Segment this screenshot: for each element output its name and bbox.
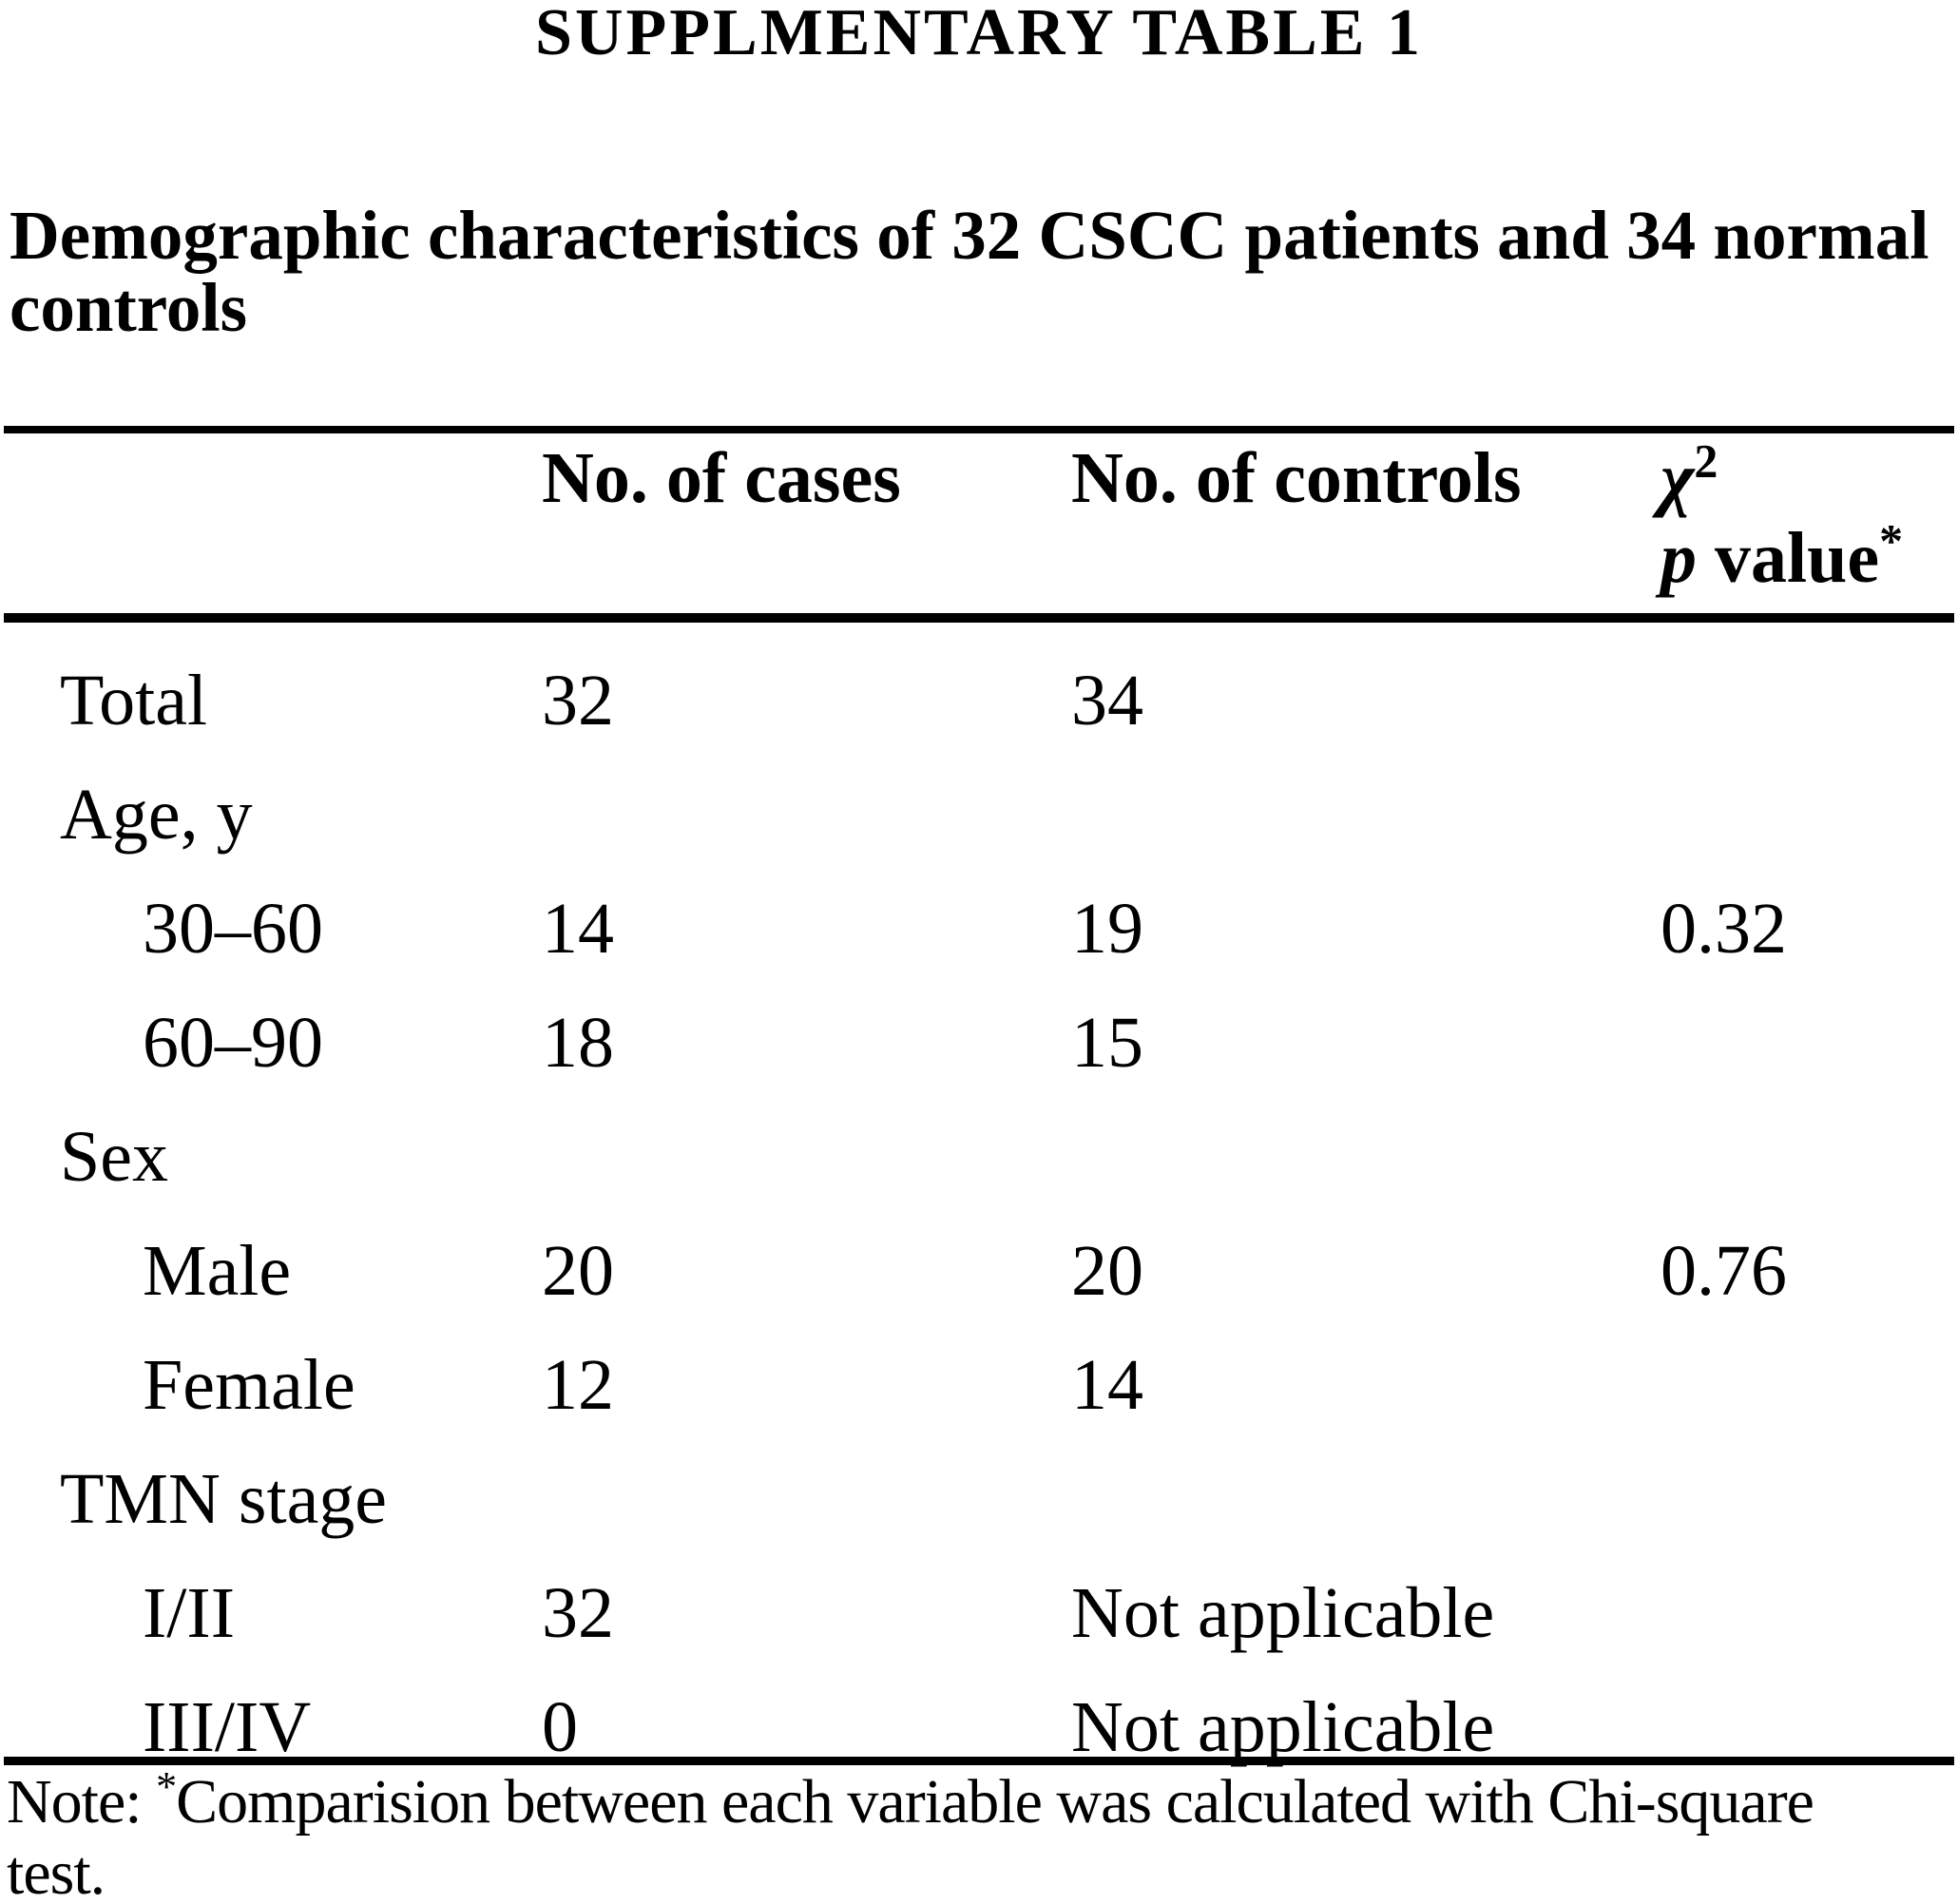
table-body: Total 32 34 Age, y 30–60 14 19 0.32 60–9… bbox=[0, 661, 1958, 1801]
controls-value: 15 bbox=[1071, 1003, 1143, 1083]
footnote-line2: test. bbox=[7, 1838, 106, 1904]
row-label: 60–90 bbox=[143, 1003, 323, 1083]
row-label: Sex bbox=[60, 1117, 168, 1197]
page-title: SUPPLMENTARY TABLE 1 bbox=[535, 0, 1423, 69]
table-row-total: Total 32 34 bbox=[0, 661, 1958, 775]
table-row-age-30-60: 30–60 14 19 0.32 bbox=[0, 889, 1958, 1003]
footnote: Note: *Comparision between each variable… bbox=[7, 1766, 1958, 1904]
table-caption-line2: controls bbox=[10, 269, 248, 346]
controls-value: 20 bbox=[1071, 1231, 1143, 1311]
table-row-age: Age, y bbox=[0, 775, 1958, 889]
column-header-controls: No. of controls bbox=[1071, 438, 1522, 518]
table-caption-line1: Demographic characteristics of 32 CSCC p… bbox=[10, 197, 1929, 274]
row-label: Age, y bbox=[60, 775, 253, 855]
controls-value: 14 bbox=[1071, 1345, 1143, 1425]
row-label: I/II bbox=[143, 1573, 236, 1653]
table-row-stage-i-ii: I/II 32 Not applicable bbox=[0, 1573, 1958, 1687]
cases-value: 18 bbox=[542, 1003, 614, 1083]
table-bottom-divider bbox=[4, 1757, 1954, 1765]
chi-exponent: 2 bbox=[1694, 433, 1718, 488]
table-row-tmn-stage: TMN stage bbox=[0, 1459, 1958, 1573]
column-header-cases: No. of cases bbox=[542, 438, 901, 518]
footnote-marker: * bbox=[1879, 513, 1904, 567]
row-label: Female bbox=[143, 1345, 355, 1425]
table-caption: Demographic characteristics of 32 CSCC p… bbox=[10, 200, 1929, 344]
cases-value: 14 bbox=[542, 889, 614, 969]
chi-symbol: χ bbox=[1660, 438, 1695, 518]
cases-value: 12 bbox=[542, 1345, 614, 1425]
table-row-sex: Sex bbox=[0, 1117, 1958, 1231]
cases-value: 0 bbox=[542, 1687, 578, 1767]
p-symbol: p bbox=[1660, 518, 1697, 598]
table-row-male: Male 20 20 0.76 bbox=[0, 1231, 1958, 1345]
cases-value: 32 bbox=[542, 1573, 614, 1653]
table-top-divider bbox=[4, 426, 1954, 433]
row-label: Total bbox=[60, 661, 208, 740]
p-value: 0.32 bbox=[1660, 889, 1787, 969]
controls-value: 34 bbox=[1071, 661, 1143, 740]
table-row-stage-iii-iv: III/IV 0 Not applicable bbox=[0, 1687, 1958, 1801]
controls-value: Not applicable bbox=[1071, 1573, 1495, 1653]
footnote-text: Comparision between each variable was ca… bbox=[176, 1767, 1814, 1837]
footnote-line1: Note: *Comparision between each variable… bbox=[7, 1766, 1958, 1837]
controls-value: 19 bbox=[1071, 889, 1143, 969]
p-value: 0.76 bbox=[1660, 1231, 1787, 1311]
cases-value: 32 bbox=[542, 661, 614, 740]
table-header-divider bbox=[4, 613, 1954, 623]
row-label: Male bbox=[143, 1231, 292, 1311]
footnote-star: * bbox=[156, 1763, 177, 1810]
p-value-label: value bbox=[1697, 518, 1880, 598]
controls-value: Not applicable bbox=[1071, 1687, 1495, 1767]
table-row-age-60-90: 60–90 18 15 bbox=[0, 1003, 1958, 1117]
row-label: III/IV bbox=[143, 1687, 312, 1767]
footnote-prefix: Note: bbox=[7, 1767, 157, 1837]
column-header-chi-p: χ2 p value* bbox=[1660, 437, 1904, 598]
row-label: 30–60 bbox=[143, 889, 323, 969]
cases-value: 20 bbox=[542, 1231, 614, 1311]
table-row-female: Female 12 14 bbox=[0, 1345, 1958, 1459]
row-label: TMN stage bbox=[60, 1459, 388, 1539]
